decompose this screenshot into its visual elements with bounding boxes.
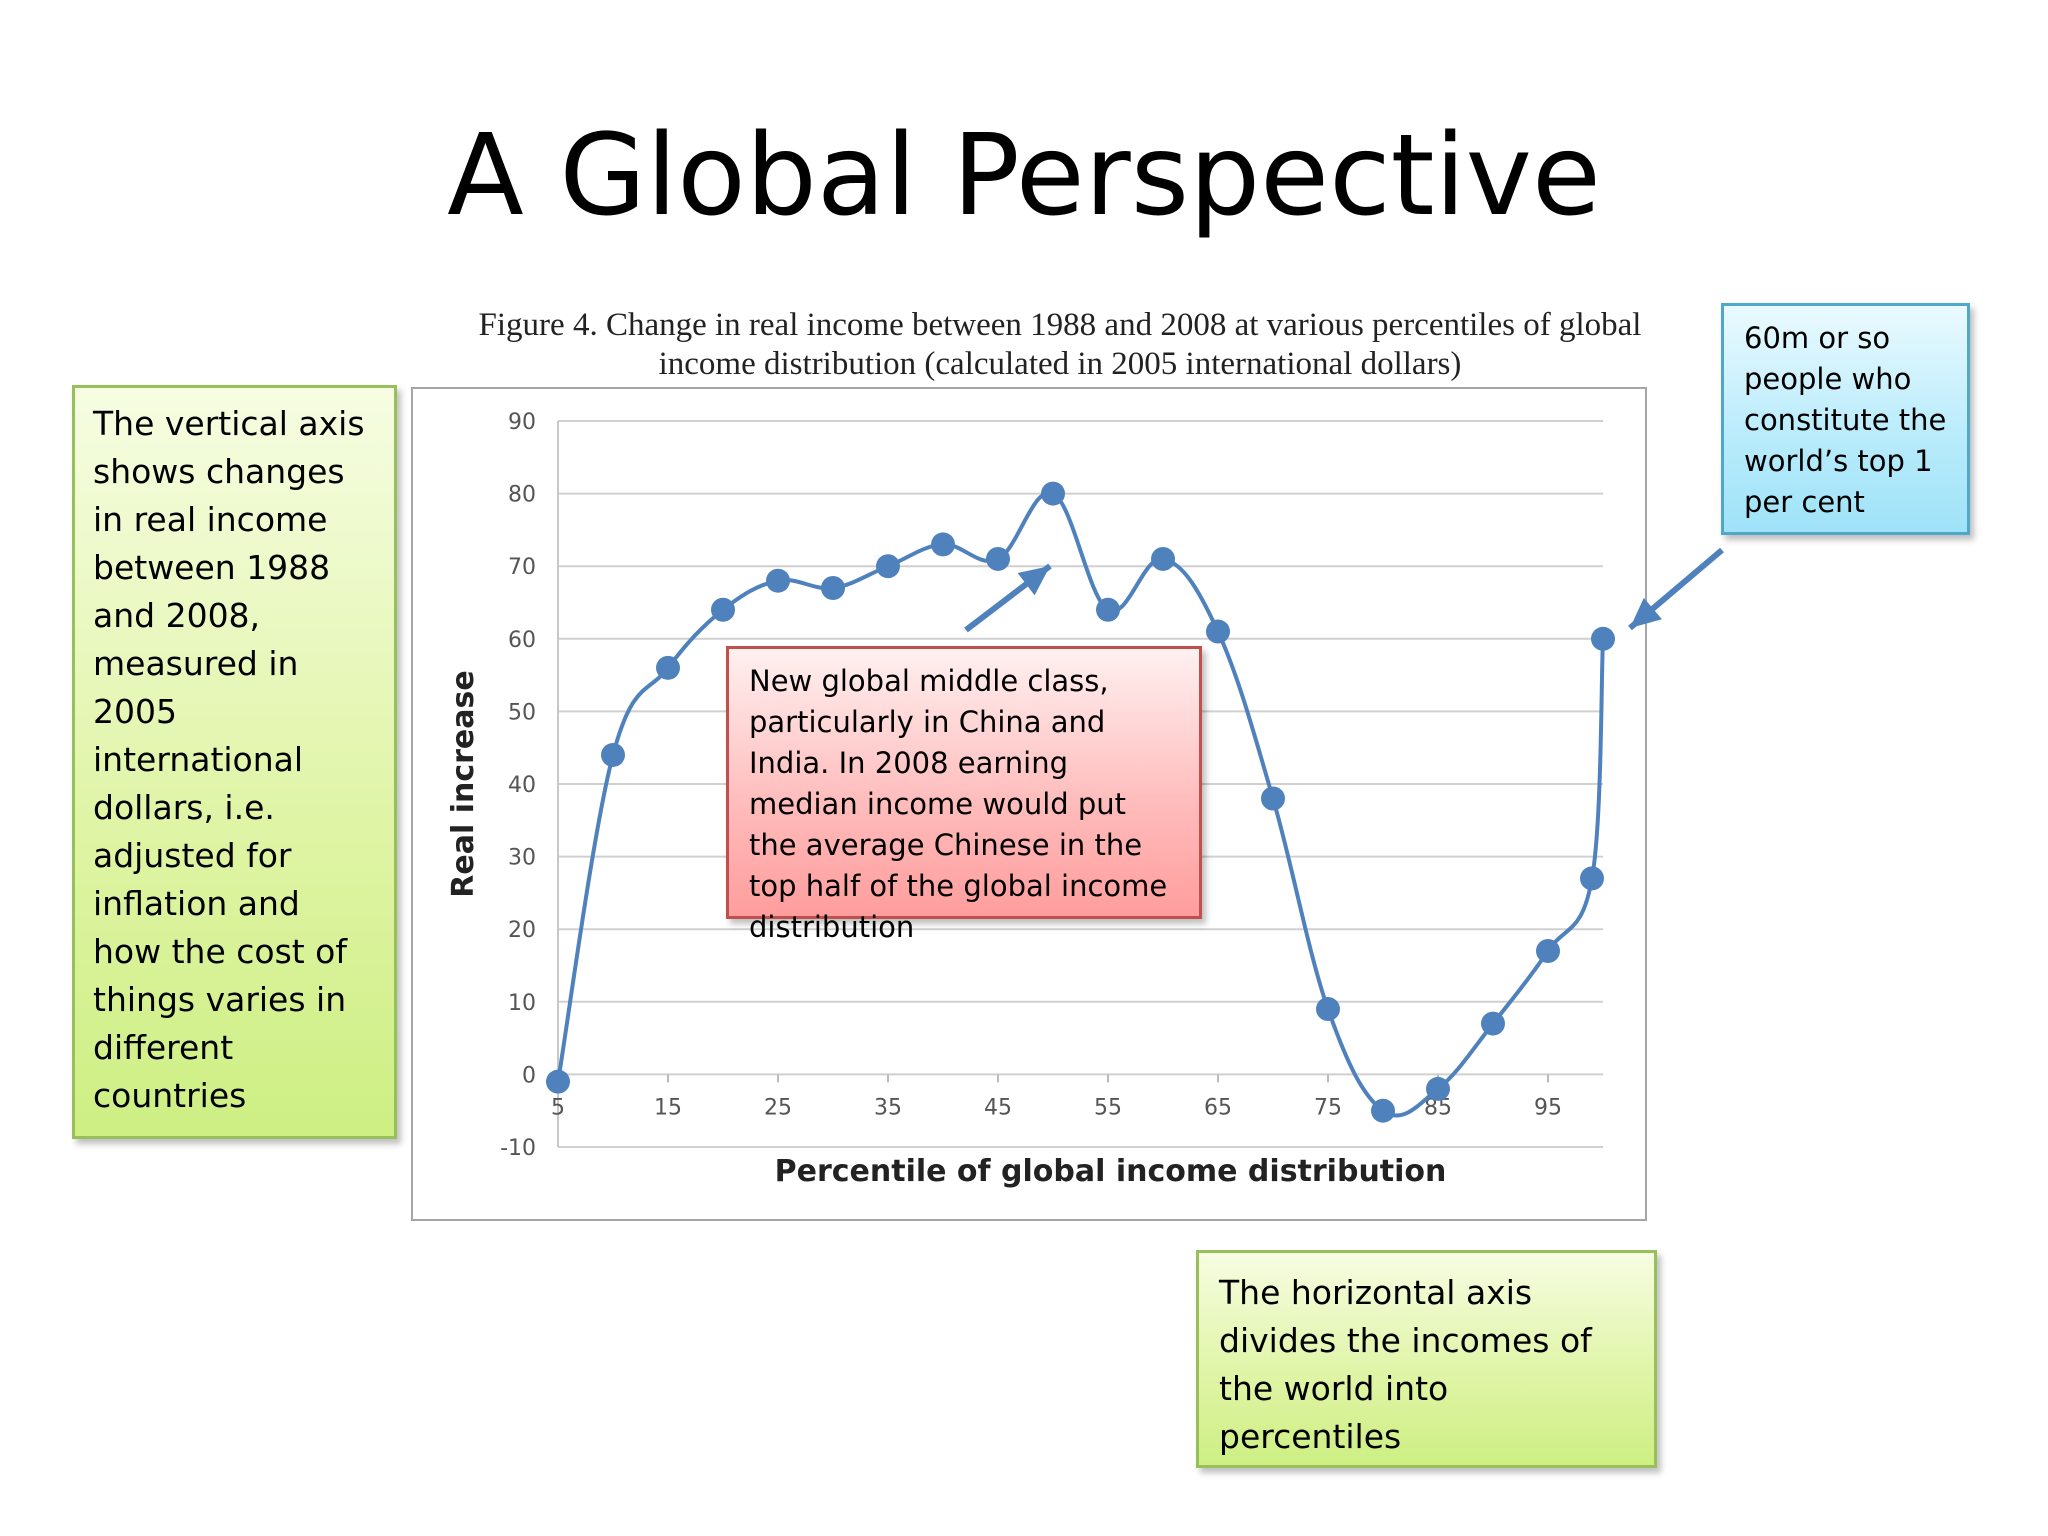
vertical-axis-callout: The vertical axis shows changes in real … — [72, 385, 397, 1139]
x-tick-label: 55 — [1094, 1095, 1122, 1120]
data-point — [1206, 619, 1230, 644]
y-tick-label: 0 — [522, 1063, 536, 1088]
data-point — [601, 742, 625, 767]
x-tick-label: 75 — [1314, 1095, 1342, 1120]
x-tick-label: 25 — [764, 1095, 792, 1120]
data-point — [1316, 997, 1340, 1022]
x-axis-label: Percentile of global income distribution — [775, 1154, 1447, 1189]
data-point — [1371, 1098, 1395, 1123]
x-tick-label: 65 — [1204, 1095, 1232, 1120]
x-tick-label: 95 — [1534, 1095, 1562, 1120]
data-point — [656, 655, 680, 680]
data-point — [821, 575, 845, 600]
grid-lines — [557, 420, 1603, 1148]
y-tick-label: 80 — [508, 483, 536, 508]
chart-frame: 90 80 70 60 50 40 30 20 10 0 -10 5 15 25 35 45 55 65 75 85… — [411, 387, 1647, 1221]
series-points — [546, 481, 1615, 1123]
y-tick-label: -10 — [500, 1136, 536, 1161]
data-point — [1041, 481, 1065, 506]
data-point — [986, 546, 1010, 571]
horizontal-axis-callout: The horizontal axis divides the incomes … — [1196, 1250, 1657, 1468]
data-point — [1261, 786, 1285, 811]
y-tick-label: 90 — [508, 410, 536, 435]
middle-class-callout: New global middle class, particularly in… — [726, 646, 1202, 944]
x-tick-label: 45 — [984, 1095, 1012, 1120]
data-point — [1151, 546, 1175, 571]
slide-title: A Global Perspective — [447, 111, 1601, 241]
x-tick-label: 5 — [551, 1095, 565, 1120]
data-point — [931, 532, 955, 557]
x-tick-label: 35 — [874, 1095, 902, 1120]
data-point — [1536, 938, 1560, 963]
x-tick-labels: 5 15 25 35 45 55 65 75 85 95 — [551, 1095, 1562, 1120]
y-tick-label: 30 — [508, 846, 536, 871]
figure-caption: Figure 4. Change in real income between … — [430, 306, 1690, 384]
figure-caption-line2: income distribution (calculated in 2005 … — [658, 346, 1462, 382]
data-point — [1481, 1011, 1505, 1036]
y-tick-labels: 90 80 70 60 50 40 30 20 10 0 -10 — [500, 410, 536, 1161]
y-tick-label: 60 — [508, 628, 536, 653]
y-tick-label: 70 — [508, 555, 536, 580]
data-point — [546, 1069, 570, 1094]
data-point — [1580, 866, 1604, 891]
y-axis-label: Real increase — [446, 670, 481, 897]
y-tick-label: 50 — [508, 700, 536, 725]
top-one-percent-callout: 60m or so people who constitute the worl… — [1721, 303, 1970, 535]
data-point — [1096, 597, 1120, 622]
data-point — [711, 597, 735, 622]
data-point — [1426, 1076, 1450, 1101]
data-point — [1591, 626, 1615, 651]
y-tick-label: 20 — [508, 918, 536, 943]
y-tick-label: 40 — [508, 773, 536, 798]
y-tick-label: 10 — [508, 991, 536, 1016]
x-tick-label: 15 — [654, 1095, 682, 1120]
data-point — [876, 554, 900, 579]
figure-caption-line1: Figure 4. Change in real income between … — [478, 307, 1642, 343]
data-point — [766, 568, 790, 593]
